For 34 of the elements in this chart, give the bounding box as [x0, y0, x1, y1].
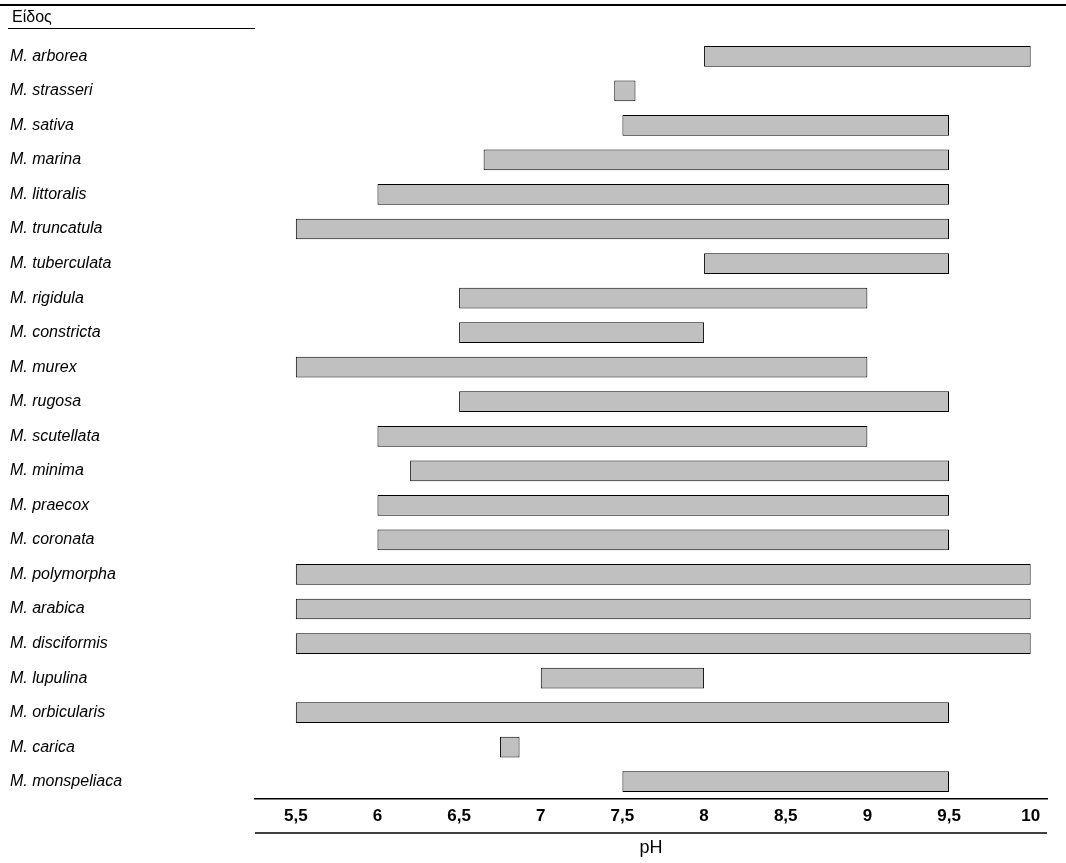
y-axis-title: Είδος	[12, 8, 53, 26]
x-tick-label: 7	[536, 805, 546, 825]
y-tick-label: M. arabica	[10, 599, 85, 617]
y-tick-label: M. rigidula	[10, 288, 84, 306]
x-tick-label: 6	[372, 805, 383, 825]
y-tick-label: M. truncatula	[10, 219, 103, 237]
y-tick-label: M. disciformis	[10, 634, 108, 651]
y-tick-label: M. arborea	[10, 46, 88, 64]
y-tick-label: M. minima	[10, 461, 84, 479]
y-tick-label: M. tuberculata	[10, 254, 112, 271]
y-tick-label: M. coronata	[10, 530, 95, 548]
x-tick-label: 6,5	[447, 805, 471, 825]
y-tick-label: M. marina	[10, 150, 82, 168]
y-tick-label: M. rugosa	[10, 392, 82, 410]
y-tick-label: M. praecox	[10, 495, 91, 513]
y-tick-label: M. sativa	[10, 115, 75, 133]
y-tick-label: M. carica	[10, 737, 75, 755]
x-axis-title: pH	[639, 837, 663, 858]
y-tick-label: M. murex	[10, 357, 78, 375]
y-tick-label: M. scutellata	[10, 426, 100, 444]
x-tick-label: 5,5	[284, 805, 308, 825]
y-tick-label: M. orbicularis	[10, 703, 106, 721]
y-tick-label: M. monspeliaca	[10, 772, 123, 790]
x-tick-label: 8	[699, 805, 709, 825]
x-tick-label: 10	[1021, 805, 1041, 825]
y-tick-label: M. lupulina	[10, 668, 88, 686]
x-tick-label: 8,5	[773, 805, 798, 825]
x-tick-label: 9	[862, 805, 873, 825]
x-tick-label: 7,5	[610, 805, 635, 825]
y-tick-label: M. constricta	[10, 323, 101, 341]
x-tick-label: 9,5	[937, 805, 961, 825]
y-tick-label: M. littoralis	[10, 184, 87, 202]
y-tick-label: M. strasseri	[10, 81, 94, 99]
y-tick-label: M. polymorpha	[10, 564, 116, 582]
